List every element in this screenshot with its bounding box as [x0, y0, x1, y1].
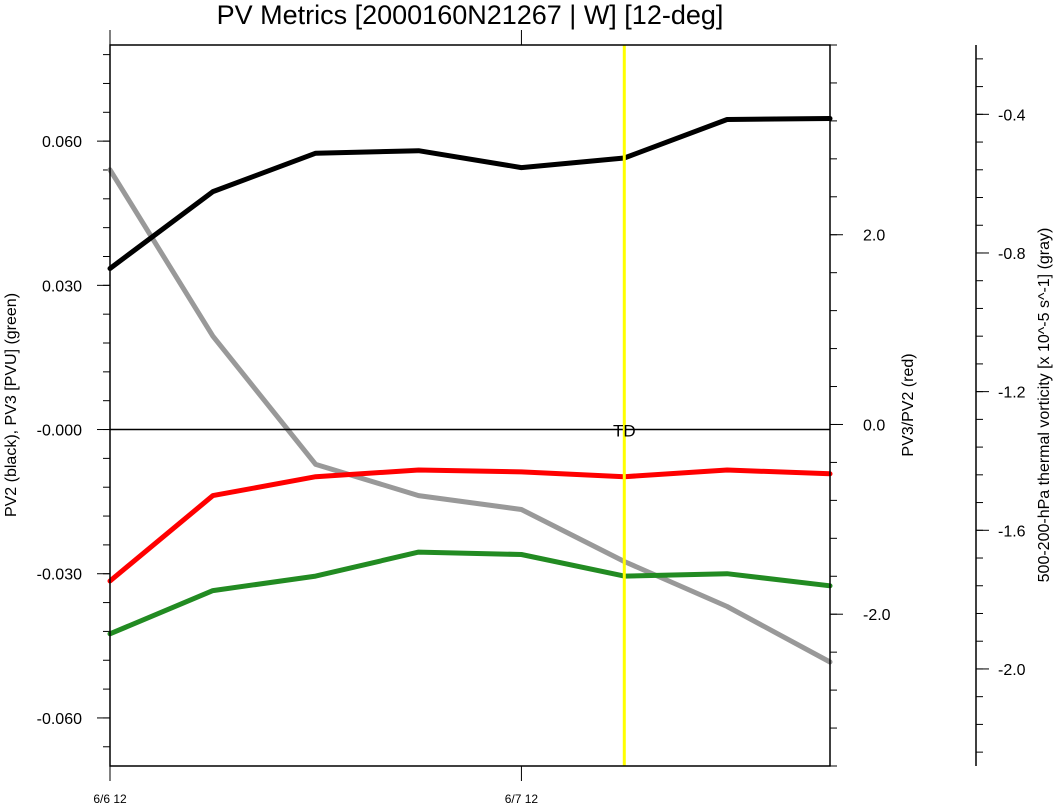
left-axis: 0.060 0.030 -0.000 -0.030 -0.060 [37, 54, 110, 748]
left-tick-label: -0.030 [37, 567, 82, 584]
annotations: TD [110, 45, 830, 766]
series-group [107, 116, 833, 665]
left-tick-label: 0.060 [42, 134, 82, 151]
right-axis-ratio-label: PV3/PV2 (red) [900, 353, 917, 456]
vorticity-tick-label: -0.4 [998, 107, 1026, 124]
vorticity-tick-label: -1.6 [998, 523, 1026, 540]
right-axis-ratio: 2.0 0.0 -2.0 [830, 44, 891, 767]
ratio-tick-label: 2.0 [863, 228, 885, 245]
vorticity-tick-label: -1.2 [998, 385, 1026, 402]
x-tick-label: 6/6 12 [93, 792, 127, 805]
ratio-tick-label: 0.0 [863, 417, 885, 434]
x-tick-label: 6/7 12 [505, 792, 539, 805]
left-tick-label: 0.030 [42, 278, 82, 295]
annotation-label: TD [613, 422, 636, 441]
plot-frame [109, 44, 831, 767]
right-axis-vorticity: -0.4 -0.8 -1.2 -1.6 -2.0 [975, 45, 1026, 766]
vorticity-tick-label: -2.0 [998, 662, 1026, 679]
chart-title: PV Metrics [2000160N21267 | W] [12-deg] [217, 0, 724, 30]
series-line-pv2 [107, 116, 833, 271]
vorticity-tick-label: -0.8 [998, 246, 1026, 263]
series-line-pv3-pv2 [107, 467, 833, 584]
left-tick-label: -0.000 [37, 423, 82, 440]
right-axis-vorticity-label: 500-200-hPa thermal vorticity [x 10^-5 s… [1036, 228, 1053, 583]
series-line-500-200-hpa-thermal-vorticity [107, 167, 833, 665]
left-tick-label: -0.060 [37, 711, 82, 728]
series-line-pv3 [107, 549, 833, 637]
left-axis-label: PV2 (black), PV3 [PVU] (green) [3, 293, 20, 517]
ratio-tick-label: -2.0 [863, 607, 891, 624]
x-axis: 6/6 12 6/7 12 [93, 30, 538, 805]
